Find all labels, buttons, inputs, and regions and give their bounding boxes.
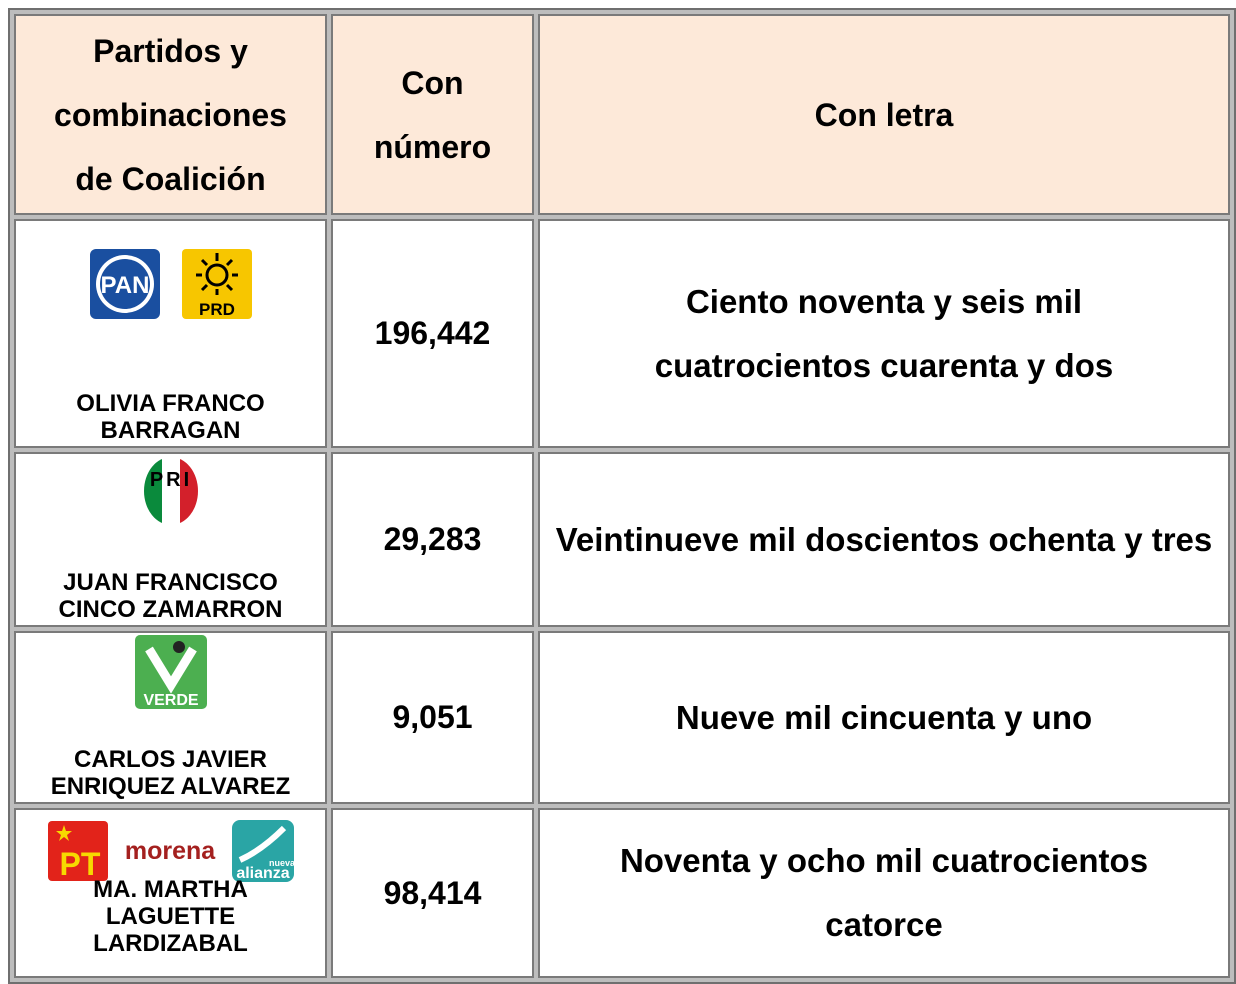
- header-cell: Con letra: [538, 14, 1230, 215]
- logo-text: alianza: [236, 865, 289, 882]
- party-cell: PT morena nueva alianza MA. MARTHA LAGUET…: [14, 808, 327, 978]
- words-cell: Ciento noventa y seis mil cuatrocientos …: [538, 219, 1230, 448]
- logos: PAN PRD: [89, 221, 252, 319]
- candidate: MA. MARTHA LAGUETTE LARDIZABAL: [93, 876, 248, 957]
- prd-logo: PRD: [181, 249, 252, 319]
- number-cell: 196,442: [331, 219, 534, 448]
- candidate: JUAN FRANCISCO CINCO ZAMARRON: [58, 569, 283, 623]
- logo-text: nueva: [268, 858, 293, 868]
- row: PAN PRD OLIVIA FRANCO BARRAGAN 196,442 C…: [14, 219, 1230, 448]
- logo-text: morena: [124, 837, 215, 865]
- party-cell: PRI JUAN FRANCISCO CINCO ZAMARRON: [14, 452, 327, 627]
- header-row: Partidos y combinaciones de Coalición Co…: [14, 14, 1230, 215]
- number-cell: 98,414: [331, 808, 534, 978]
- party-cell: VERDE CARLOS JAVIER ENRIQUEZ ALVAREZ: [14, 631, 327, 804]
- number-cell: 9,051: [331, 631, 534, 804]
- candidate: OLIVIA FRANCO BARRAGAN: [76, 390, 265, 444]
- results-table: Partidos y combinaciones de Coalición Co…: [8, 8, 1236, 984]
- logo-text: PRD: [199, 300, 235, 319]
- logo-text: VERDE: [143, 692, 198, 709]
- morena-logo: morena: [124, 837, 215, 865]
- header-cell: Con número: [331, 14, 534, 215]
- party-cell: PAN PRD OLIVIA FRANCO BARRAGAN: [14, 219, 327, 448]
- logo-text: PRI: [149, 469, 191, 491]
- logo-text: PT: [59, 846, 100, 881]
- row: PT morena nueva alianza MA. MARTHA LAGUET…: [14, 808, 1230, 978]
- logos: PT morena nueva alianza: [16, 810, 325, 882]
- words-cell: Veintinueve mil doscientos ochenta y tre…: [538, 452, 1230, 627]
- words-cell: Nueve mil cincuenta y uno: [538, 631, 1230, 804]
- logo-text: PAN: [100, 272, 149, 299]
- pt-logo: PT: [47, 821, 108, 881]
- logos: VERDE: [134, 633, 207, 709]
- verde-logo: VERDE: [134, 635, 207, 709]
- header-cell: Partidos y combinaciones de Coalición: [14, 14, 327, 215]
- row: VERDE CARLOS JAVIER ENRIQUEZ ALVAREZ 9,0…: [14, 631, 1230, 804]
- row: PRI JUAN FRANCISCO CINCO ZAMARRON 29,283…: [14, 452, 1230, 627]
- pan-logo: PAN: [89, 249, 160, 319]
- number-cell: 29,283: [331, 452, 534, 627]
- pri-logo: PRI: [143, 457, 198, 525]
- words-cell: Noventa y ocho mil cuatrocientos catorce: [538, 808, 1230, 978]
- logos: PRI: [140, 454, 202, 526]
- candidate: CARLOS JAVIER ENRIQUEZ ALVAREZ: [50, 746, 291, 800]
